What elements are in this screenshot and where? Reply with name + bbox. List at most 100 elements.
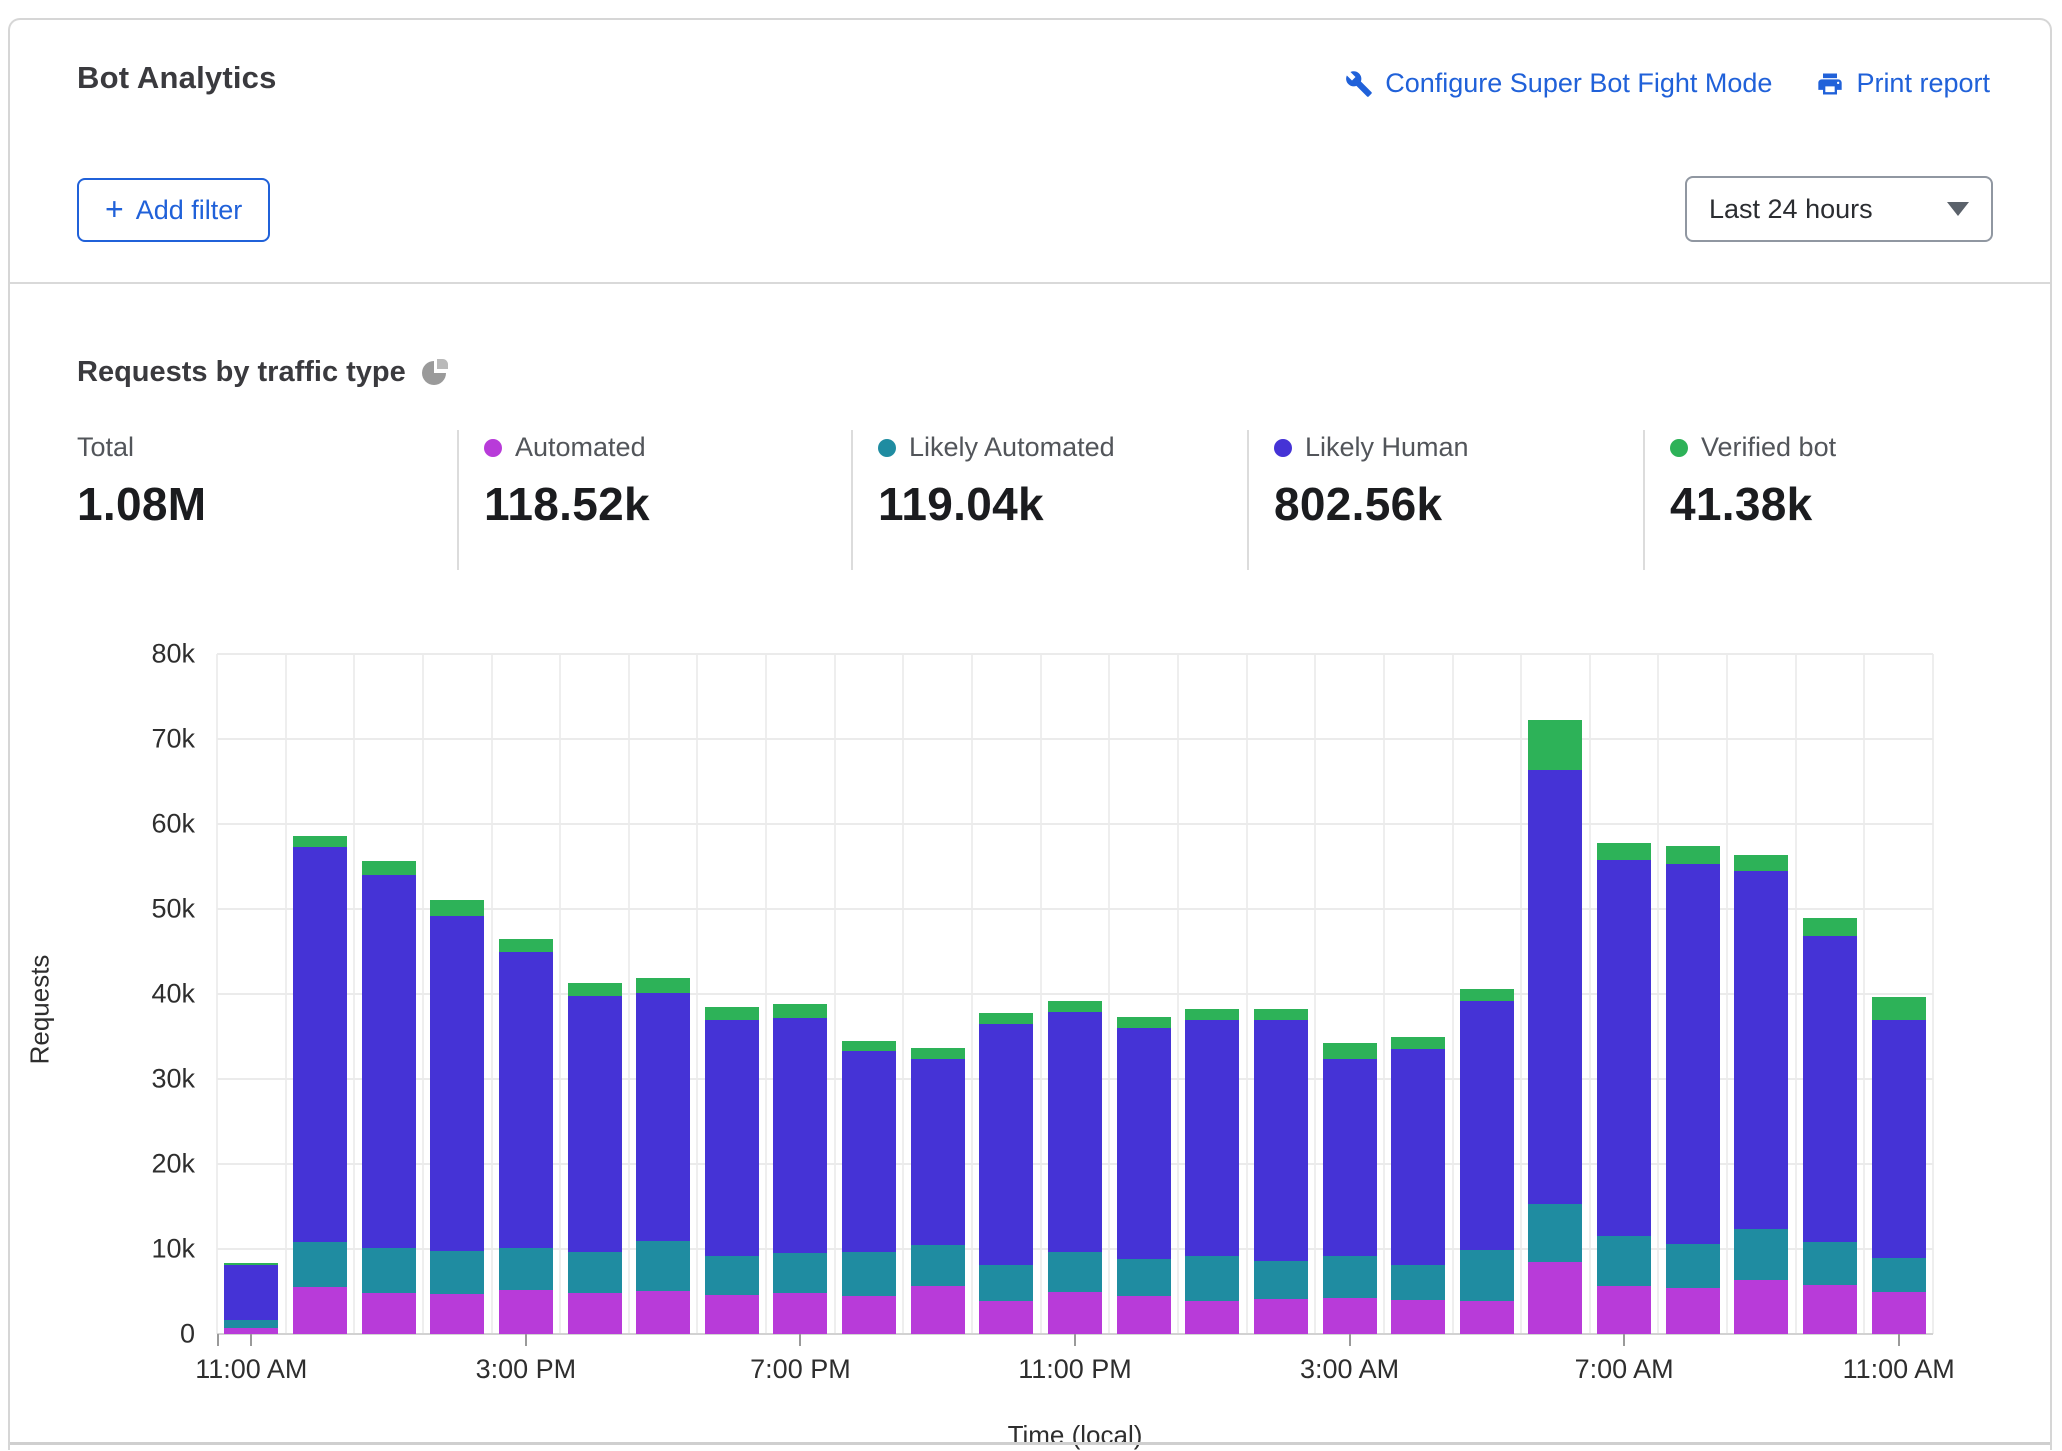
bar-segment-verified-bot[interactable]	[430, 899, 485, 916]
bar-segment-verified-bot[interactable]	[773, 1004, 828, 1018]
bar-segment-likely-automated[interactable]	[1528, 1203, 1583, 1262]
bar-segment-likely-automated[interactable]	[1459, 1249, 1514, 1301]
chart-bar-11-00-pm[interactable]	[1048, 1000, 1102, 1334]
bar-segment-verified-bot[interactable]	[636, 977, 691, 994]
chart-bar-2-00-pm[interactable]	[430, 899, 485, 1334]
bar-segment-automated[interactable]	[1528, 1261, 1583, 1334]
bar-segment-likely-automated[interactable]	[636, 1241, 691, 1291]
bar-segment-likely-human[interactable]	[567, 995, 622, 1253]
chart-bar-2-00-am[interactable]	[1253, 1009, 1308, 1334]
bar-segment-automated[interactable]	[704, 1294, 759, 1334]
chart-bar-11-00-am[interactable]	[224, 1263, 279, 1334]
bar-segment-likely-automated[interactable]	[292, 1242, 347, 1288]
bar-segment-likely-human[interactable]	[1253, 1020, 1308, 1261]
bar-segment-automated[interactable]	[1597, 1286, 1652, 1334]
bar-segment-verified-bot[interactable]	[1048, 1000, 1102, 1012]
bar-segment-verified-bot[interactable]	[1803, 918, 1858, 937]
bar-segment-likely-automated[interactable]	[567, 1252, 622, 1294]
bar-segment-likely-automated[interactable]	[1665, 1243, 1720, 1289]
bar-segment-likely-human[interactable]	[292, 846, 347, 1243]
bar-segment-verified-bot[interactable]	[1322, 1043, 1377, 1060]
bar-segment-automated[interactable]	[1185, 1300, 1240, 1334]
bar-segment-verified-bot[interactable]	[224, 1263, 279, 1266]
bar-segment-likely-human[interactable]	[636, 993, 691, 1242]
bar-segment-automated[interactable]	[292, 1287, 347, 1334]
bar-segment-verified-bot[interactable]	[361, 860, 416, 876]
bar-segment-likely-human[interactable]	[704, 1020, 759, 1256]
bar-segment-verified-bot[interactable]	[1528, 720, 1583, 771]
bar-segment-automated[interactable]	[1116, 1295, 1171, 1334]
stat-verified-bot[interactable]: Verified bot 41.38k	[1670, 432, 1836, 531]
bar-segment-automated[interactable]	[224, 1328, 279, 1334]
bar-segment-verified-bot[interactable]	[1116, 1016, 1171, 1029]
bar-segment-likely-automated[interactable]	[498, 1248, 553, 1290]
add-filter-button[interactable]: + Add filter	[77, 178, 271, 242]
bar-segment-likely-automated[interactable]	[910, 1244, 965, 1287]
bar-segment-likely-human[interactable]	[498, 952, 553, 1249]
chart-bar-3-00-am[interactable]	[1322, 1043, 1377, 1334]
bar-segment-likely-automated[interactable]	[1116, 1259, 1171, 1296]
bar-segment-verified-bot[interactable]	[498, 938, 553, 953]
bar-segment-likely-automated[interactable]	[1391, 1265, 1446, 1300]
bar-segment-automated[interactable]	[1048, 1291, 1102, 1334]
stat-automated[interactable]: Automated 118.52k	[484, 432, 650, 531]
chart-bar-5-00-pm[interactable]	[636, 977, 691, 1334]
bar-segment-likely-human[interactable]	[1803, 936, 1858, 1243]
bar-segment-likely-automated[interactable]	[842, 1251, 897, 1296]
bar-segment-likely-human[interactable]	[1871, 1020, 1926, 1258]
bar-segment-likely-human[interactable]	[842, 1050, 897, 1252]
chart-bar-10-00-am[interactable]	[1803, 918, 1858, 1334]
bar-segment-likely-human[interactable]	[1116, 1028, 1171, 1260]
chart-bar-7-00-am[interactable]	[1597, 842, 1652, 1334]
bar-segment-verified-bot[interactable]	[842, 1040, 897, 1051]
bar-segment-automated[interactable]	[1803, 1284, 1858, 1334]
bar-segment-automated[interactable]	[636, 1290, 691, 1334]
chart-bar-9-00-pm[interactable]	[910, 1048, 965, 1334]
bar-segment-verified-bot[interactable]	[567, 982, 622, 996]
bar-segment-likely-automated[interactable]	[1803, 1242, 1858, 1285]
bar-segment-verified-bot[interactable]	[1185, 1009, 1240, 1021]
bar-segment-verified-bot[interactable]	[1665, 846, 1720, 864]
bar-segment-likely-automated[interactable]	[361, 1248, 416, 1294]
bar-segment-likely-human[interactable]	[224, 1265, 279, 1320]
chart-bar-3-00-pm[interactable]	[498, 938, 553, 1334]
bar-segment-automated[interactable]	[1459, 1300, 1514, 1334]
bar-segment-automated[interactable]	[1871, 1291, 1926, 1334]
bar-segment-likely-automated[interactable]	[979, 1265, 1034, 1301]
bar-segment-verified-bot[interactable]	[1459, 988, 1514, 1001]
chart-bar-7-00-pm[interactable]	[773, 1004, 828, 1334]
bar-segment-automated[interactable]	[498, 1289, 553, 1334]
bar-segment-likely-automated[interactable]	[773, 1253, 828, 1294]
chart-bar-1-00-pm[interactable]	[361, 860, 416, 1334]
bar-segment-verified-bot[interactable]	[1734, 854, 1789, 871]
bar-segment-automated[interactable]	[1253, 1299, 1308, 1334]
bar-segment-automated[interactable]	[430, 1294, 485, 1334]
chart-bar-5-00-am[interactable]	[1459, 988, 1514, 1334]
bar-segment-automated[interactable]	[361, 1293, 416, 1334]
chart-bar-8-00-am[interactable]	[1665, 846, 1720, 1334]
chart-bar-11-00-am-end[interactable]	[1871, 997, 1926, 1334]
chart-bar-12-00-am[interactable]	[1116, 1016, 1171, 1334]
bar-segment-likely-automated[interactable]	[430, 1250, 485, 1295]
bar-segment-verified-bot[interactable]	[1871, 997, 1926, 1021]
chart-bar-6-00-am[interactable]	[1528, 720, 1583, 1334]
chart-bar-4-00-am[interactable]	[1391, 1036, 1446, 1334]
bar-segment-automated[interactable]	[910, 1286, 965, 1334]
chart-bar-10-00-pm[interactable]	[979, 1012, 1034, 1334]
stat-likely-automated[interactable]: Likely Automated 119.04k	[878, 432, 1115, 531]
bar-segment-verified-bot[interactable]	[1391, 1036, 1446, 1050]
bar-segment-verified-bot[interactable]	[704, 1006, 759, 1021]
bar-segment-likely-human[interactable]	[979, 1023, 1034, 1266]
bar-segment-automated[interactable]	[773, 1293, 828, 1334]
stat-likely-human[interactable]: Likely Human 802.56k	[1274, 432, 1469, 531]
bar-segment-verified-bot[interactable]	[1597, 842, 1652, 860]
bar-segment-likely-human[interactable]	[1734, 870, 1789, 1230]
bar-segment-likely-automated[interactable]	[1048, 1251, 1102, 1292]
bar-segment-likely-human[interactable]	[1322, 1059, 1377, 1256]
chart-bar-8-00-pm[interactable]	[842, 1040, 897, 1334]
bar-segment-likely-human[interactable]	[1048, 1011, 1102, 1252]
bar-segment-verified-bot[interactable]	[979, 1012, 1034, 1024]
bar-segment-likely-automated[interactable]	[1253, 1260, 1308, 1300]
bar-segment-likely-human[interactable]	[910, 1058, 965, 1245]
bar-segment-automated[interactable]	[1734, 1279, 1789, 1334]
